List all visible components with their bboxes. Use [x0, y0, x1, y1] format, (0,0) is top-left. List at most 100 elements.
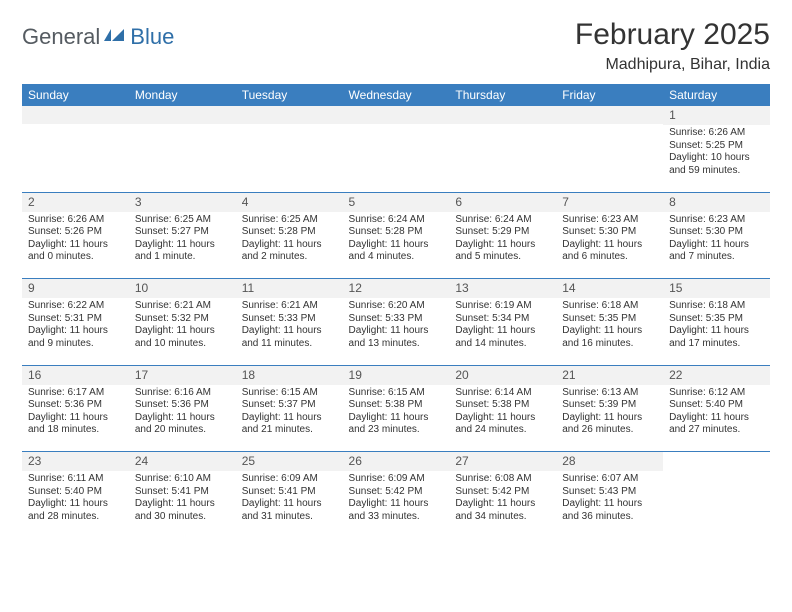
- week-row: 2 Sunrise: 6:26 AMSunset: 5:26 PMDaylight…: [22, 193, 770, 279]
- day-info: Sunrise: 6:26 AMSunset: 5:25 PMDaylight:…: [669, 127, 764, 177]
- day-cell: 6 Sunrise: 6:24 AMSunset: 5:29 PMDaylight…: [449, 193, 556, 279]
- day-cell: 7Sunrise: 6:23 AMSunset: 5:30 PMDaylight…: [556, 193, 663, 279]
- day-cell: 16 Sunrise: 6:17 AMSunset: 5:36 PMDayligh…: [22, 366, 129, 452]
- week-row: 23 Sunrise: 6:11 AMSunset: 5:40 PMDayligh…: [22, 452, 770, 538]
- day-info: Sunrise: 6:24 AMSunset: 5:28 PMDaylight:…: [349, 214, 444, 264]
- day-number: 8: [663, 193, 770, 212]
- day-cell: 19 Sunrise: 6:15 AMSunset: 5:38 PMDayligh…: [343, 366, 450, 452]
- day-cell: 5 Sunrise: 6:24 AMSunset: 5:28 PMDaylight…: [343, 193, 450, 279]
- day-cell: 26 Sunrise: 6:09 AMSunset: 5:42 PMDayligh…: [343, 452, 450, 538]
- day-info: Sunrise: 6:25 AMSunset: 5:28 PMDaylight:…: [242, 214, 337, 264]
- day-header-cell: Thursday: [449, 84, 556, 106]
- day-cell: 21Sunrise: 6:13 AMSunset: 5:39 PMDayligh…: [556, 366, 663, 452]
- day-header-cell: Friday: [556, 84, 663, 106]
- week-row: 1 Sunrise: 6:26 AMSunset: 5:25 PMDaylight…: [22, 106, 770, 192]
- day-number: 26: [343, 452, 450, 471]
- day-cell: 3Sunrise: 6:25 AMSunset: 5:27 PMDaylight…: [129, 193, 236, 279]
- day-cell: 20Sunrise: 6:14 AMSunset: 5:38 PMDayligh…: [449, 366, 556, 452]
- page-title: February 2025: [575, 18, 770, 52]
- day-info: Sunrise: 6:12 AMSunset: 5:40 PMDaylight:…: [669, 387, 764, 437]
- day-number: 11: [236, 279, 343, 298]
- day-number: 10: [129, 279, 236, 298]
- day-cell: 24 Sunrise: 6:10 AMSunset: 5:41 PMDayligh…: [129, 452, 236, 538]
- day-cell: 8Sunrise: 6:23 AMSunset: 5:30 PMDaylight…: [663, 193, 770, 279]
- day-info: Sunrise: 6:09 AMSunset: 5:42 PMDaylight:…: [349, 473, 444, 523]
- day-cell: 17 Sunrise: 6:16 AMSunset: 5:36 PMDayligh…: [129, 366, 236, 452]
- day-number: 12: [343, 279, 450, 298]
- day-cell: 10 Sunrise: 6:21 AMSunset: 5:32 PMDayligh…: [129, 279, 236, 365]
- day-info: Sunrise: 6:13 AMSunset: 5:39 PMDaylight:…: [562, 387, 657, 437]
- day-info: Sunrise: 6:18 AMSunset: 5:35 PMDaylight:…: [562, 300, 657, 350]
- day-number: 28: [556, 452, 663, 471]
- day-cell: 1 Sunrise: 6:26 AMSunset: 5:25 PMDaylight…: [663, 106, 770, 192]
- empty-day-band: [129, 106, 236, 124]
- day-number: 23: [22, 452, 129, 471]
- day-info: Sunrise: 6:21 AMSunset: 5:32 PMDaylight:…: [135, 300, 230, 350]
- empty-day-band: [22, 106, 129, 124]
- day-number: 3: [129, 193, 236, 212]
- logo-flag-icon: [104, 27, 126, 48]
- day-number: 6: [449, 193, 556, 212]
- day-number: 18: [236, 366, 343, 385]
- day-number: 5: [343, 193, 450, 212]
- day-number: 19: [343, 366, 450, 385]
- day-info: Sunrise: 6:15 AMSunset: 5:37 PMDaylight:…: [242, 387, 337, 437]
- day-info: Sunrise: 6:24 AMSunset: 5:29 PMDaylight:…: [455, 214, 550, 264]
- day-info: Sunrise: 6:09 AMSunset: 5:41 PMDaylight:…: [242, 473, 337, 523]
- day-number: 17: [129, 366, 236, 385]
- empty-day-band: [343, 106, 450, 124]
- day-number: 24: [129, 452, 236, 471]
- day-cell: [22, 106, 129, 192]
- day-header-cell: Wednesday: [343, 84, 450, 106]
- day-number: 20: [449, 366, 556, 385]
- day-number: 2: [22, 193, 129, 212]
- day-number: 13: [449, 279, 556, 298]
- day-info: Sunrise: 6:26 AMSunset: 5:26 PMDaylight:…: [28, 214, 123, 264]
- day-header-cell: Saturday: [663, 84, 770, 106]
- day-number: 27: [449, 452, 556, 471]
- day-cell: 2 Sunrise: 6:26 AMSunset: 5:26 PMDaylight…: [22, 193, 129, 279]
- day-info: Sunrise: 6:22 AMSunset: 5:31 PMDaylight:…: [28, 300, 123, 350]
- day-info: Sunrise: 6:10 AMSunset: 5:41 PMDaylight:…: [135, 473, 230, 523]
- week-row: 9Sunrise: 6:22 AMSunset: 5:31 PMDaylight…: [22, 279, 770, 365]
- day-number: 15: [663, 279, 770, 298]
- day-header-cell: Monday: [129, 84, 236, 106]
- day-cell: [343, 106, 450, 192]
- day-header-cell: Sunday: [22, 84, 129, 106]
- day-info: Sunrise: 6:11 AMSunset: 5:40 PMDaylight:…: [28, 473, 123, 523]
- day-cell: [556, 106, 663, 192]
- day-number: 25: [236, 452, 343, 471]
- day-number: 22: [663, 366, 770, 385]
- day-header-cell: Tuesday: [236, 84, 343, 106]
- day-info: Sunrise: 6:21 AMSunset: 5:33 PMDaylight:…: [242, 300, 337, 350]
- day-cell: [663, 452, 770, 538]
- day-number: 14: [556, 279, 663, 298]
- day-cell: 27Sunrise: 6:08 AMSunset: 5:42 PMDayligh…: [449, 452, 556, 538]
- day-info: Sunrise: 6:19 AMSunset: 5:34 PMDaylight:…: [455, 300, 550, 350]
- day-cell: 18 Sunrise: 6:15 AMSunset: 5:37 PMDayligh…: [236, 366, 343, 452]
- day-number: 1: [663, 106, 770, 125]
- day-info: Sunrise: 6:17 AMSunset: 5:36 PMDaylight:…: [28, 387, 123, 437]
- day-cell: [449, 106, 556, 192]
- day-number: 16: [22, 366, 129, 385]
- day-cell: 13 Sunrise: 6:19 AMSunset: 5:34 PMDayligh…: [449, 279, 556, 365]
- day-info: Sunrise: 6:15 AMSunset: 5:38 PMDaylight:…: [349, 387, 444, 437]
- day-info: Sunrise: 6:16 AMSunset: 5:36 PMDaylight:…: [135, 387, 230, 437]
- day-cell: 4Sunrise: 6:25 AMSunset: 5:28 PMDaylight…: [236, 193, 343, 279]
- logo-text-blue: Blue: [130, 24, 174, 50]
- empty-day-band: [236, 106, 343, 124]
- day-info: Sunrise: 6:07 AMSunset: 5:43 PMDaylight:…: [562, 473, 657, 523]
- logo: General Blue: [22, 24, 174, 50]
- day-cell: 15 Sunrise: 6:18 AMSunset: 5:35 PMDayligh…: [663, 279, 770, 365]
- day-cell: 11 Sunrise: 6:21 AMSunset: 5:33 PMDayligh…: [236, 279, 343, 365]
- day-info: Sunrise: 6:18 AMSunset: 5:35 PMDaylight:…: [669, 300, 764, 350]
- day-cell: 14 Sunrise: 6:18 AMSunset: 5:35 PMDayligh…: [556, 279, 663, 365]
- day-number: 7: [556, 193, 663, 212]
- empty-day-band: [556, 106, 663, 124]
- page-subtitle: Madhipura, Bihar, India: [575, 56, 770, 74]
- header: General Blue February 2025 Madhipura, Bi…: [22, 18, 770, 74]
- day-cell: 25 Sunrise: 6:09 AMSunset: 5:41 PMDayligh…: [236, 452, 343, 538]
- day-cell: 12Sunrise: 6:20 AMSunset: 5:33 PMDayligh…: [343, 279, 450, 365]
- calendar-table: SundayMondayTuesdayWednesdayThursdayFrid…: [22, 84, 770, 538]
- empty-day-band: [449, 106, 556, 124]
